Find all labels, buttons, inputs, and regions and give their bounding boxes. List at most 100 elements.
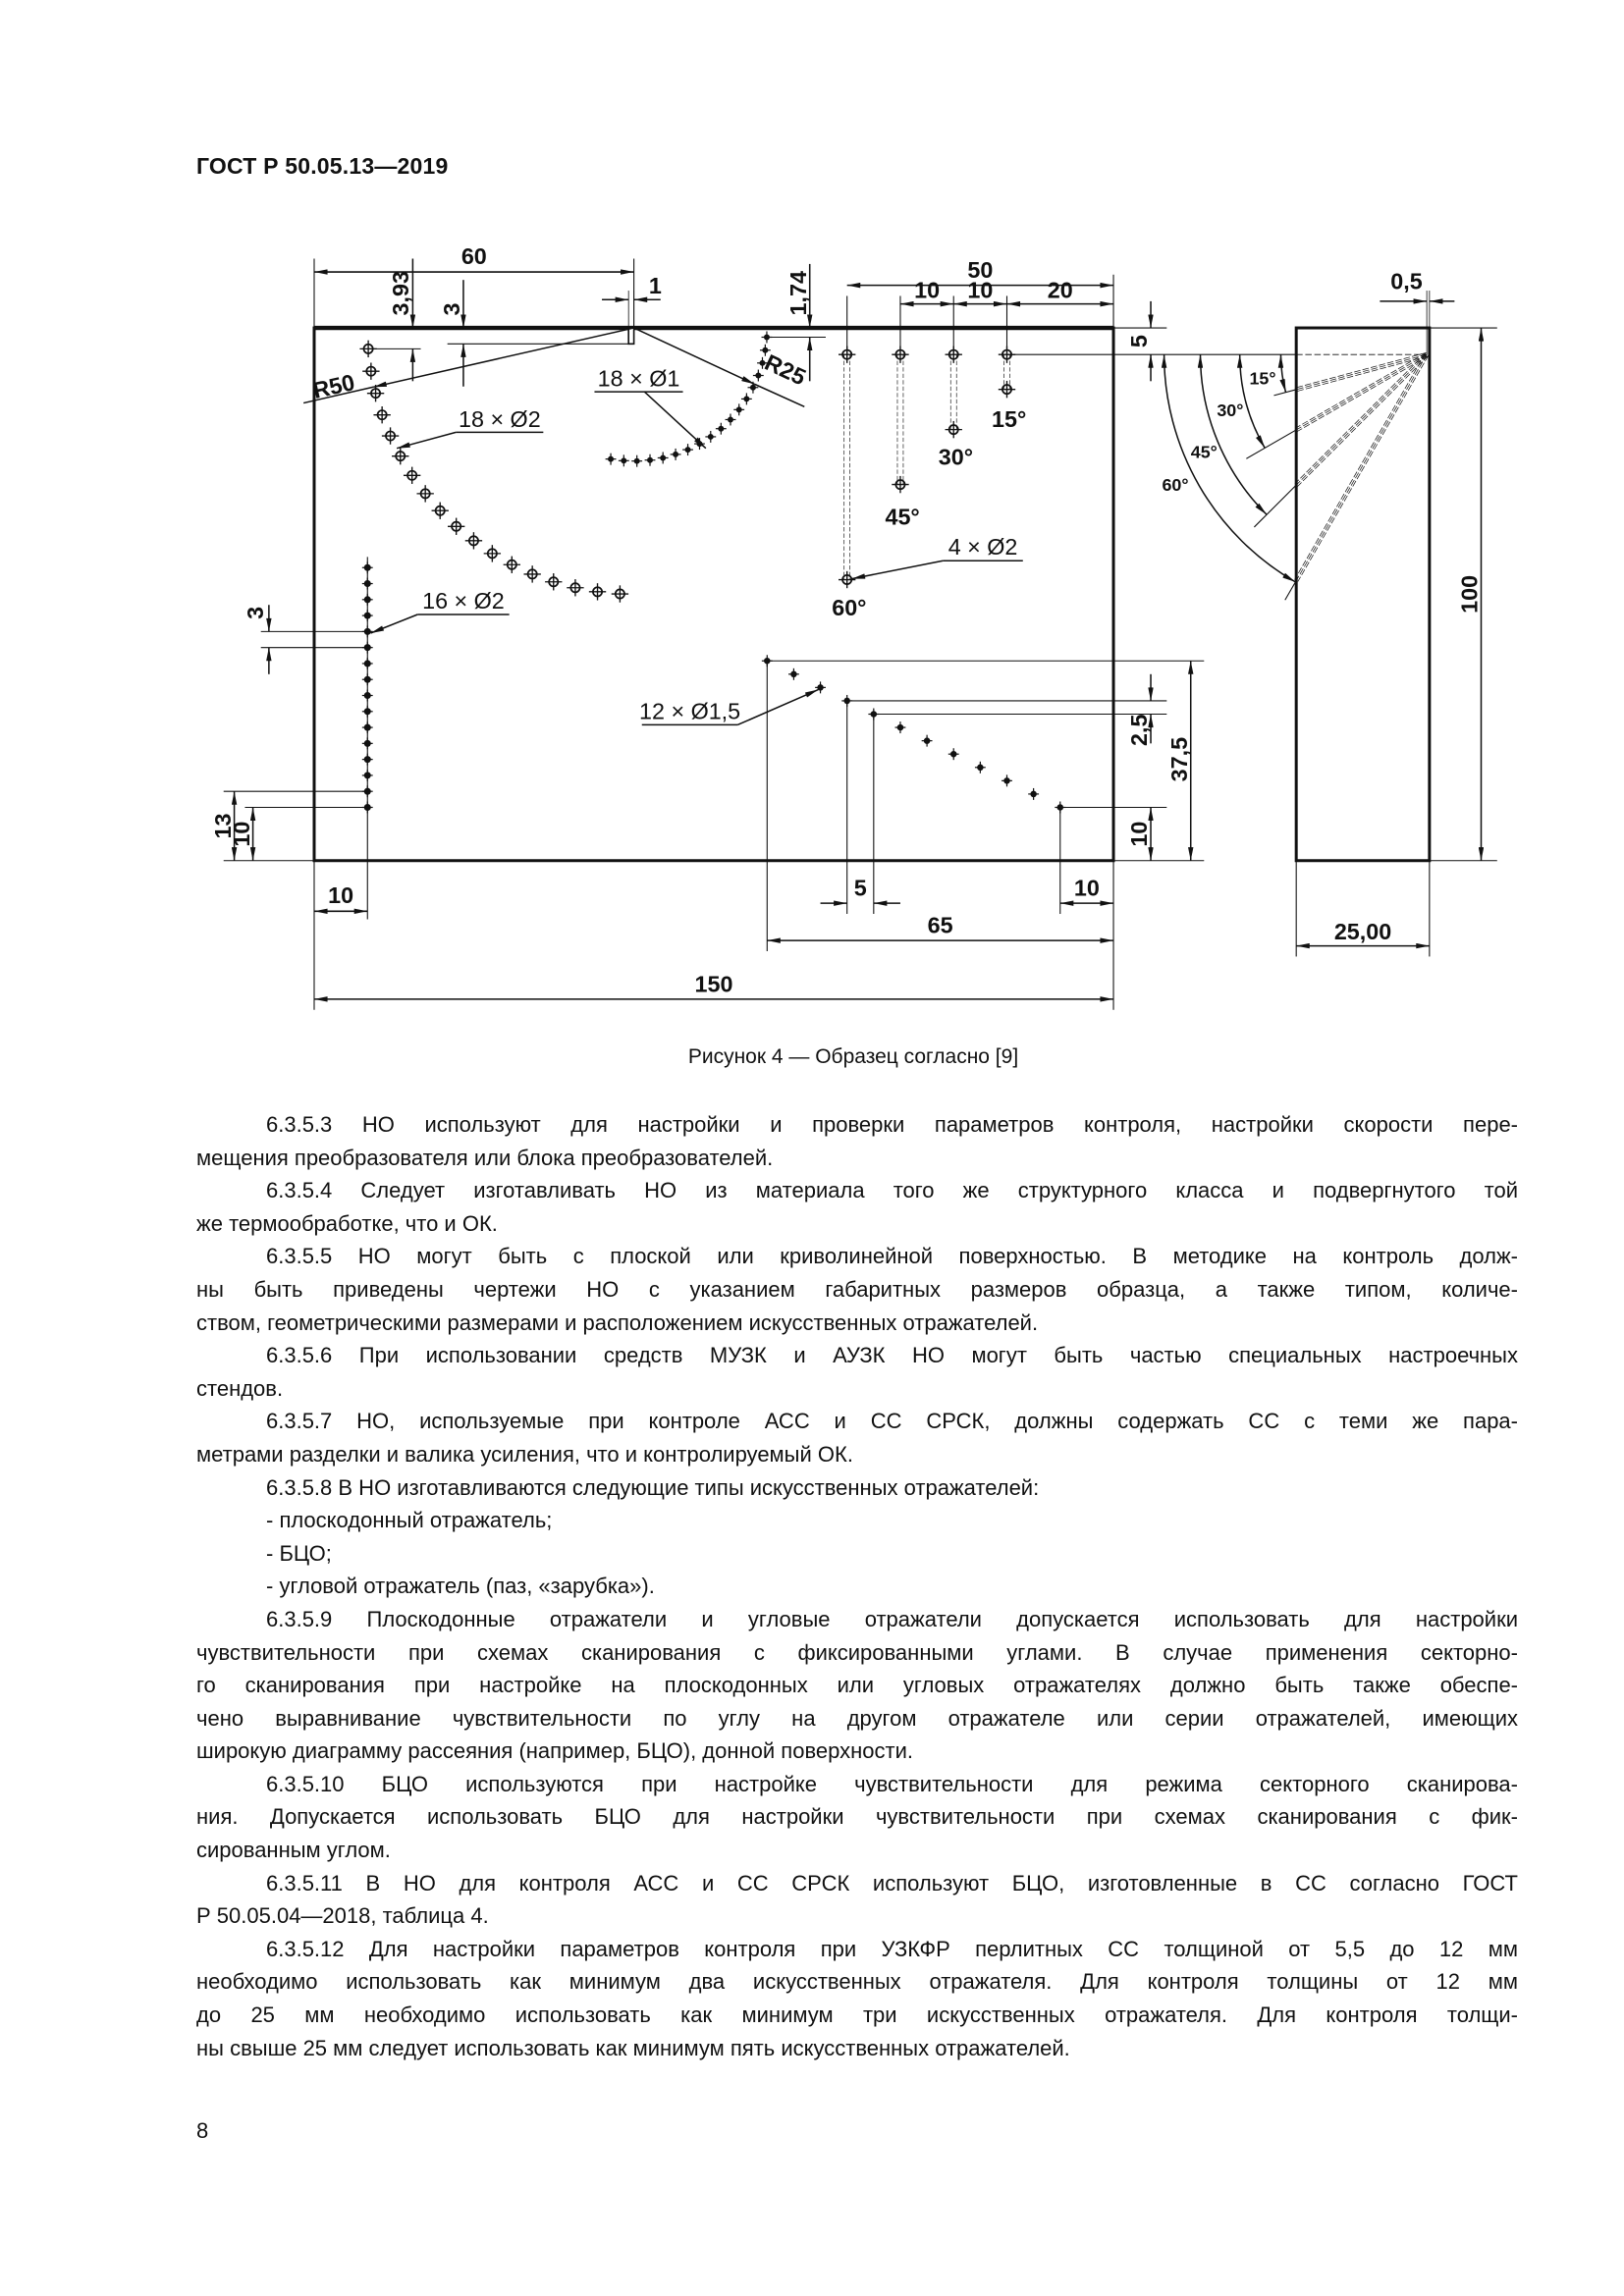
hole-diagonal: [949, 750, 957, 758]
text-line: 6.3.5.11 В НО для контроля АСС и СС СРСК…: [266, 1870, 1518, 1896]
text-line: 6.3.5.4 Следует изготавливать НО из мате…: [266, 1178, 1518, 1203]
beam-45: [1294, 352, 1427, 485]
dimension-arrow: [643, 391, 707, 450]
text-line: широкую диаграмму рассеяния (например, Б…: [196, 1738, 913, 1764]
paragraph: 6.3.5.6 При использовании средств МУЗК и…: [196, 1339, 1518, 1405]
text-line: ством, геометрическими размерами и распо…: [196, 1309, 1039, 1335]
text-line: 6.3.5.8 В НО изготавливаются следующие т…: [266, 1474, 1040, 1500]
hole-r50: [592, 586, 604, 598]
dim-10-bottom-left: 10: [328, 882, 353, 908]
dim-25-00: 25,00: [1334, 919, 1391, 944]
text-line: 6.3.5.6 При использовании средств МУЗК и…: [266, 1343, 1518, 1368]
paragraph: 6.3.5.3 НО используют для настройки и пр…: [196, 1108, 1518, 1174]
beam-line-30: [1246, 429, 1297, 459]
radius-r25: R25: [761, 349, 810, 391]
dim-notch-depth: 3: [439, 303, 464, 316]
hole-column: [363, 644, 371, 652]
hole-r50: [419, 488, 431, 500]
hole-r50: [486, 548, 498, 560]
text-line: - БЦО;: [266, 1540, 332, 1566]
hole-column: [363, 675, 371, 683]
dim-1-74: 1,74: [785, 271, 811, 315]
text-line: же термообработке, что и ОК.: [196, 1210, 498, 1236]
dimension-arrow: [851, 560, 944, 580]
callout-18x2: 18 × Ø2: [459, 406, 541, 432]
callout-16x2: 16 × Ø2: [422, 588, 505, 614]
drawing-geometry: [223, 258, 1497, 1010]
leader-r25: [754, 383, 805, 408]
paragraph: 6.3.5.10 БЦО используются при настройке …: [196, 1768, 1518, 1867]
dimension-arrow: [373, 327, 634, 389]
hole-diagonal: [896, 723, 904, 731]
hole-label-30: 30°: [939, 445, 973, 470]
hole-label-15: 15°: [992, 406, 1026, 432]
text-line: 6.3.5.9 Плоскодонные отражатели и угловы…: [266, 1606, 1518, 1631]
hole-r25: [707, 433, 714, 440]
beam-label-45: 45°: [1191, 442, 1218, 461]
hole-r25: [608, 455, 615, 462]
side-drilled-hole-end: [1001, 384, 1012, 396]
hole-diagonal: [1003, 777, 1010, 784]
hole-column: [363, 787, 371, 795]
side-drilled-hole-end: [947, 424, 959, 436]
hole-column: [363, 660, 371, 667]
text-line: го сканирования при настройке на плоскод…: [196, 1673, 1518, 1698]
dim-100: 100: [1457, 575, 1483, 614]
hole-column: [363, 612, 371, 619]
dim-pitch-3: 3: [243, 607, 268, 619]
text-line: до 25 мм необходимо использовать как мин…: [196, 2002, 1518, 2028]
beam-label-60: 60°: [1162, 475, 1188, 495]
hole-r25: [633, 457, 640, 464]
dim-10-bottom-right: 10: [1074, 876, 1100, 901]
hole-diagonal: [1030, 790, 1037, 798]
hole-r50: [385, 430, 397, 442]
dim-10-left-vertical: 10: [229, 822, 254, 847]
paragraph: 6.3.5.12 Для настройки параметров контро…: [196, 1933, 1518, 2064]
hole-r50: [506, 559, 517, 570]
hole-r50: [376, 409, 388, 421]
hole-r25: [759, 359, 766, 366]
paragraph: 6.3.5.4 Следует изготавливать НО из мате…: [196, 1174, 1518, 1240]
beam-label-15: 15°: [1249, 369, 1275, 389]
dimension-arrow: [737, 688, 819, 726]
hole-column: [363, 803, 371, 812]
text-line: чувствительности при схемах сканирования…: [196, 1639, 1518, 1665]
dim-13: 13: [210, 813, 236, 838]
text-line: ны свыше 25 мм следует использовать как …: [196, 2035, 1070, 2060]
beam-line-45: [1254, 484, 1297, 528]
dim-2-5: 2,5: [1126, 715, 1152, 746]
body-text: 6.3.5.3 НО используют для настройки и пр…: [196, 1108, 1518, 2064]
beam-30: [1295, 352, 1427, 429]
hole-diagonal: [817, 684, 824, 691]
dimension-arrow: [370, 614, 418, 634]
hole-r50: [365, 365, 377, 377]
hole-r25: [647, 456, 653, 463]
dim-37-5: 37,5: [1166, 737, 1192, 781]
hole-r25: [684, 447, 691, 454]
dimension-arrow: [633, 327, 755, 386]
beam-60: [1294, 353, 1426, 580]
hole-diagonal: [923, 737, 931, 744]
paragraph: 6.3.5.8 В НО изготавливаются следующие т…: [196, 1471, 1518, 1505]
hole-r50: [569, 582, 581, 594]
dim-10-right-vertical: 10: [1126, 822, 1152, 847]
callout-12x1-5: 12 × Ø1,5: [639, 698, 740, 723]
beam-30: [1296, 353, 1428, 431]
hole-column: [363, 563, 371, 571]
callout-4x2: 4 × Ø2: [948, 534, 1018, 560]
hole-column: [363, 596, 371, 604]
beam-15: [1295, 351, 1427, 389]
figure-caption: Рисунок 4 — Образец согласно [9]: [687, 1045, 1019, 1068]
notch-reflector: [627, 327, 635, 346]
text-line: необходимо использовать как минимум два …: [196, 1969, 1518, 1995]
dim-60: 60: [461, 243, 487, 269]
radius-r50: R50: [310, 369, 357, 403]
text-line: 6.3.5.12 Для настройки параметров контро…: [266, 1936, 1518, 1961]
dim-65: 65: [928, 913, 953, 938]
text-line: 6.3.5.5 НО могут быть с плоской или крив…: [266, 1244, 1518, 1269]
hole-label-60: 60°: [832, 595, 866, 620]
angle-arc-60: [1161, 354, 1296, 583]
figure-test-sample-drawing: 60 50 10 10 20 1 3,93 3 1,74 5 0,5 100 2…: [210, 243, 1497, 1010]
page-number: 8: [196, 2118, 209, 2143]
hole-r50: [548, 576, 560, 588]
